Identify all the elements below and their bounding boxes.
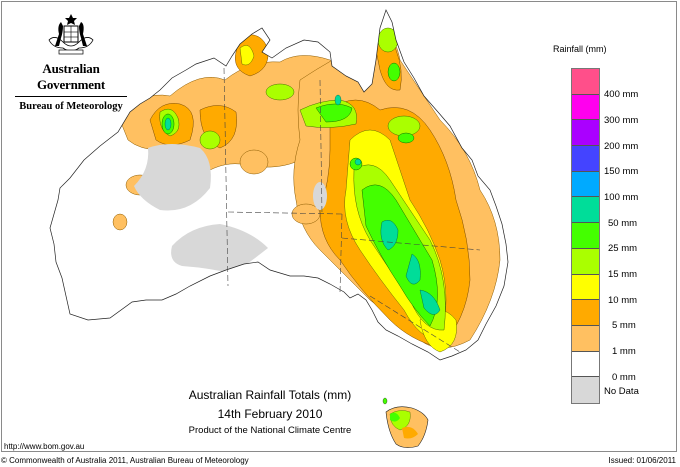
legend-swatch-10-15 — [572, 274, 599, 301]
legend-label-no-data: No Data — [604, 386, 639, 397]
legend-label: 200 mm — [604, 141, 639, 152]
legend-swatch-15-25 — [572, 248, 599, 275]
legend-swatch-1-5 — [572, 325, 599, 352]
legend-label: 150 mm — [604, 166, 639, 177]
rainfall-map — [49, 9, 509, 448]
organisation-name: Australian Government — [36, 61, 106, 92]
legend-swatch-200-300 — [572, 120, 599, 147]
legend-label: 10 mm — [608, 295, 638, 306]
legend-swatch-5-10 — [572, 300, 599, 326]
state-borders — [223, 67, 481, 353]
legend-label: 300 mm — [604, 115, 639, 126]
logo-divider — [15, 96, 127, 97]
map-product: Product of the National Climate Centre — [188, 425, 352, 436]
legend-label: 5 mm — [612, 320, 636, 331]
legend-swatch-50-100 — [572, 197, 599, 224]
commonwealth-coat-of-arms-icon — [48, 14, 94, 55]
tasmania — [382, 397, 429, 448]
legend-swatch-no-data — [572, 377, 599, 403]
legend-label: 50 mm — [608, 218, 638, 229]
legend-swatch-25-50 — [572, 223, 599, 249]
legend-label: 15 mm — [608, 269, 638, 280]
legend-label: 25 mm — [608, 243, 638, 254]
bom-website-link[interactable]: http://www.bom.gov.au — [4, 442, 85, 451]
map-title: Australian Rainfall Totals (mm) — [188, 388, 352, 402]
australia-coastline — [49, 9, 509, 361]
agency-name: Bureau of Meteorology — [19, 101, 123, 112]
legend-swatch-100-150 — [572, 171, 599, 198]
legend-color-bar — [571, 68, 600, 404]
legend-swatch-400plus — [572, 69, 599, 95]
legend-swatch-300-400 — [572, 94, 599, 121]
copyright-notice: © Commonwealth of Australia 2011, Austra… — [1, 456, 249, 465]
legend-label: 400 mm — [604, 89, 639, 100]
legend-swatch-150-200 — [572, 146, 599, 172]
legend-title: Rainfall (mm) — [553, 44, 607, 54]
legend-label: 0 mm — [612, 372, 636, 383]
map-title-block: Australian Rainfall Totals (mm) 14th Feb… — [140, 388, 400, 436]
map-date: 14th February 2010 — [217, 407, 323, 421]
legend-label: 1 mm — [612, 346, 636, 357]
legend-label: 100 mm — [604, 192, 639, 203]
issued-date: Issued: 01/06/2011 — [608, 456, 676, 465]
legend-swatch-0-1 — [572, 351, 599, 378]
bom-logo: Australian Government Bureau of Meteorol… — [8, 8, 134, 112]
